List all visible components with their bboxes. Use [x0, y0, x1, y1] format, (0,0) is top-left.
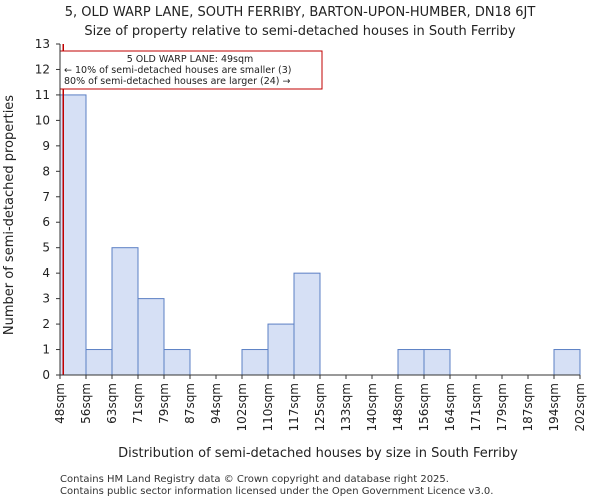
- bar-110sqm: [267, 323, 295, 376]
- y-tick-label: 6: [42, 215, 50, 229]
- chart-subtitle: Size of property relative to semi-detach…: [84, 24, 516, 39]
- y-tick-label: 8: [42, 164, 50, 178]
- x-tick-label: 202sqm: [573, 383, 587, 431]
- x-tick-label: 194sqm: [547, 383, 561, 431]
- x-tick-label: 133sqm: [339, 383, 353, 431]
- bar-102sqm: [241, 349, 269, 376]
- footer-line-2: Contains public sector information licen…: [60, 486, 493, 497]
- bar-194sqm: [553, 349, 581, 376]
- x-tick-label: 71sqm: [131, 383, 145, 424]
- x-tick-label: 102sqm: [235, 383, 249, 431]
- x-tick-label: 110sqm: [261, 383, 275, 431]
- y-tick-label: 10: [35, 113, 50, 127]
- x-ticks-group: 48sqm 56sqm 63sqm 71sqm 79sqm 87sqm 94sqm 102sq…: [53, 375, 587, 431]
- x-tick-label: 87sqm: [183, 383, 197, 424]
- y-tick-label: 0: [42, 368, 50, 382]
- annotation-line-3: 80% of semi-detached houses are larger (…: [64, 76, 291, 87]
- annotation-line-2: ← 10% of semi-detached houses are smalle…: [64, 65, 292, 76]
- x-tick-label: 164sqm: [443, 383, 457, 431]
- x-tick-label: 156sqm: [417, 383, 431, 431]
- y-tick-label: 12: [35, 62, 50, 76]
- y-tick-label: 5: [42, 241, 50, 255]
- chart-title: 5, OLD WARP LANE, SOUTH FERRIBY, BARTON-…: [65, 5, 536, 20]
- y-tick-label: 4: [42, 266, 50, 280]
- x-tick-label: 140sqm: [365, 383, 379, 431]
- x-tick-label: 125sqm: [313, 383, 327, 431]
- bar-63sqm: [111, 247, 139, 376]
- bar-117sqm: [293, 272, 321, 376]
- bar-79sqm: [163, 349, 191, 376]
- x-tick-label: 171sqm: [469, 383, 483, 431]
- x-tick-label: 48sqm: [53, 383, 67, 424]
- x-axis-label: Distribution of semi-detached houses by …: [118, 446, 518, 461]
- annotation-line-1: 5 OLD WARP LANE: 49sqm: [127, 54, 254, 65]
- y-tick-label: 13: [35, 37, 50, 51]
- y-axis-label: Number of semi-detached properties: [2, 95, 17, 335]
- x-tick-label: 79sqm: [157, 383, 171, 424]
- y-tick-label: 1: [42, 343, 50, 357]
- bars-group: [59, 94, 581, 376]
- bar-48sqm: [59, 94, 87, 376]
- y-tick-label: 3: [42, 292, 50, 306]
- bar-156sqm: [423, 349, 451, 376]
- x-tick-label: 63sqm: [105, 383, 119, 424]
- x-tick-label: 56sqm: [79, 383, 93, 424]
- y-tick-label: 2: [42, 317, 50, 331]
- x-tick-label: 187sqm: [521, 383, 535, 431]
- bar-56sqm: [85, 349, 113, 376]
- y-tick-label: 11: [35, 88, 50, 102]
- x-tick-label: 94sqm: [209, 383, 223, 424]
- bar-71sqm: [137, 298, 165, 376]
- y-tick-label: 9: [42, 139, 50, 153]
- x-tick-label: 179sqm: [495, 383, 509, 431]
- y-tick-label: 7: [42, 190, 50, 204]
- footer-line-1: Contains HM Land Registry data © Crown c…: [60, 474, 449, 485]
- annotation-box: [59, 50, 323, 90]
- x-tick-label: 148sqm: [391, 383, 405, 431]
- bar-148sqm: [397, 349, 425, 376]
- x-tick-label: 117sqm: [287, 383, 301, 431]
